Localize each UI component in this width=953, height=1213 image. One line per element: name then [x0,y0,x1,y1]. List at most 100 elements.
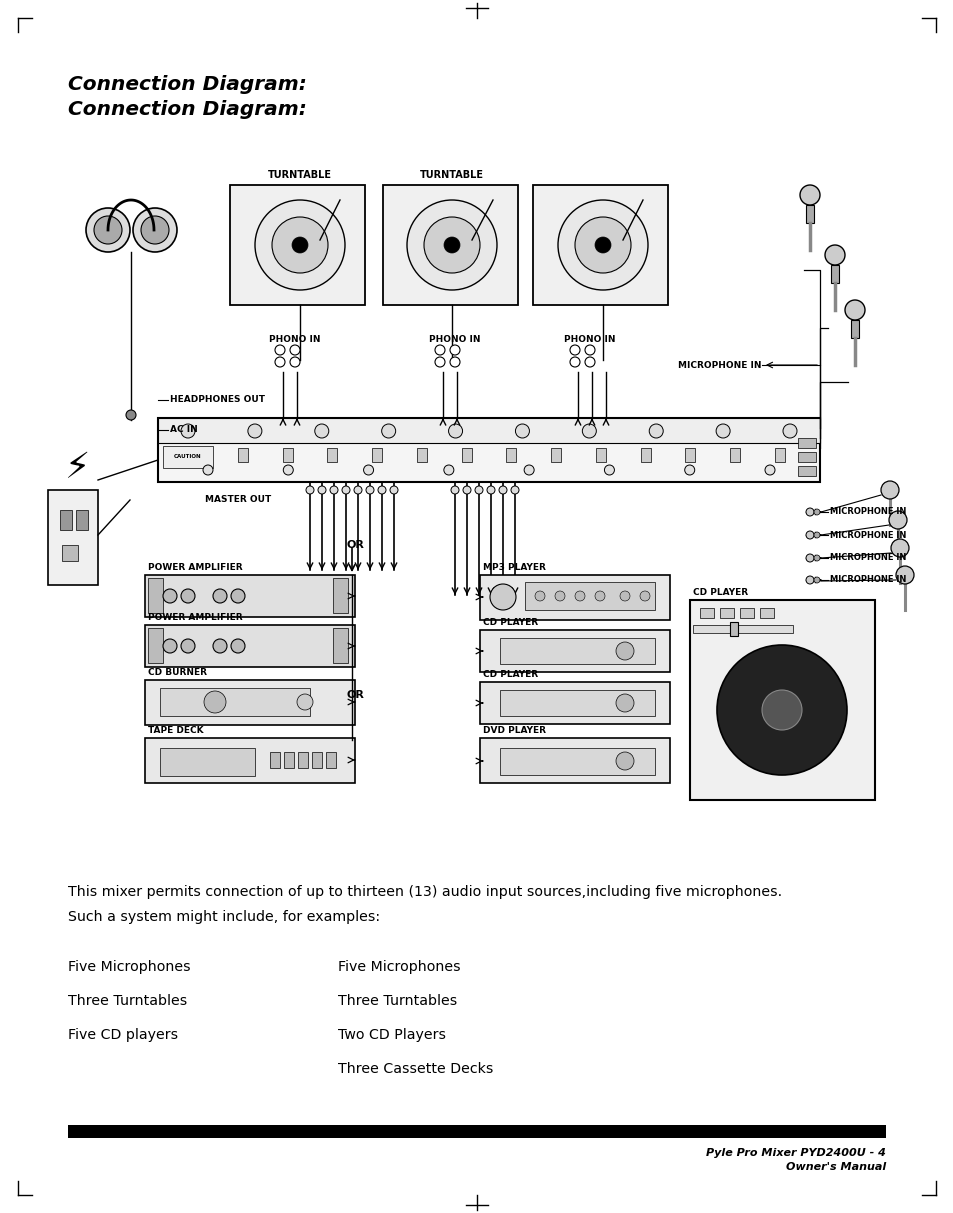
Bar [797,466,815,475]
Bar [327,448,337,462]
Text: Five Microphones: Five Microphones [68,959,191,974]
Bar [479,630,669,672]
Bar [148,628,163,664]
Bar [720,608,733,617]
Bar [382,186,517,304]
Circle shape [888,511,906,529]
Circle shape [515,425,529,438]
Bar [372,448,381,462]
Circle shape [231,639,245,653]
Text: CAUTION: CAUTION [174,454,202,459]
Circle shape [448,425,462,438]
Text: TAPE DECK: TAPE DECK [148,727,203,735]
Circle shape [423,217,479,273]
Circle shape [716,425,729,438]
Bar [640,448,650,462]
Circle shape [435,344,444,355]
Circle shape [813,509,820,516]
Circle shape [880,482,898,499]
Circle shape [575,217,630,273]
Text: CD PLAYER: CD PLAYER [692,588,747,597]
Circle shape [377,486,386,494]
Circle shape [450,344,459,355]
Bar [160,748,254,776]
Text: CD PLAYER: CD PLAYER [482,670,537,679]
Bar [193,448,203,462]
Text: ⚡: ⚡ [65,451,91,485]
Text: TURNTABLE: TURNTABLE [268,170,332,180]
Circle shape [435,357,444,368]
Circle shape [203,465,213,475]
Text: POWER AMPLIFIER: POWER AMPLIFIER [148,563,242,573]
Bar [700,608,713,617]
Circle shape [616,752,634,770]
Bar [297,752,308,768]
Bar [533,186,667,304]
Circle shape [231,590,245,603]
Bar [158,418,820,482]
Circle shape [443,237,459,254]
Bar [760,608,773,617]
Bar [797,452,815,462]
Bar [312,752,322,768]
Circle shape [330,486,337,494]
Circle shape [272,217,328,273]
Circle shape [619,591,629,600]
Circle shape [844,300,864,320]
Bar [729,448,740,462]
Circle shape [363,465,374,475]
Bar [145,625,355,667]
Circle shape [616,694,634,712]
Bar [76,509,88,530]
Circle shape [604,465,614,475]
Circle shape [558,200,647,290]
Circle shape [511,486,518,494]
Circle shape [366,486,374,494]
Bar [729,622,738,636]
Bar [230,186,365,304]
Bar [237,448,248,462]
Circle shape [684,465,694,475]
Circle shape [204,691,226,713]
Circle shape [555,591,564,600]
Circle shape [761,690,801,730]
Text: Three Cassette Decks: Three Cassette Decks [337,1063,493,1076]
Circle shape [595,591,604,600]
Bar [284,752,294,768]
Text: Connection Diagram:: Connection Diagram: [68,99,307,119]
Circle shape [306,486,314,494]
Circle shape [213,590,227,603]
Circle shape [163,639,177,653]
Bar [148,579,163,613]
Bar [68,1124,885,1138]
Bar [774,448,784,462]
Circle shape [639,591,649,600]
Text: Five CD players: Five CD players [68,1027,178,1042]
Bar [270,752,280,768]
Bar [499,748,655,775]
Circle shape [805,531,813,539]
Bar [62,545,78,560]
Circle shape [381,425,395,438]
Bar [506,448,516,462]
Circle shape [86,207,130,252]
Bar [524,582,655,610]
Bar [282,448,293,462]
Bar [145,575,355,617]
Circle shape [254,200,345,290]
Circle shape [407,200,497,290]
Bar [163,446,213,468]
Bar [830,264,838,283]
Circle shape [569,357,579,368]
Text: HEADPHONES OUT: HEADPHONES OUT [170,395,265,404]
Circle shape [824,245,844,264]
Text: TURNTABLE: TURNTABLE [419,170,483,180]
Circle shape [764,465,774,475]
Circle shape [490,583,516,610]
Circle shape [274,357,285,368]
Text: Three Turntables: Three Turntables [68,993,187,1008]
Text: Pyle Pro Mixer PYD2400U - 4
Owner's Manual: Pyle Pro Mixer PYD2400U - 4 Owner's Manu… [705,1147,885,1172]
Bar [416,448,426,462]
Bar [685,448,695,462]
Circle shape [283,465,293,475]
